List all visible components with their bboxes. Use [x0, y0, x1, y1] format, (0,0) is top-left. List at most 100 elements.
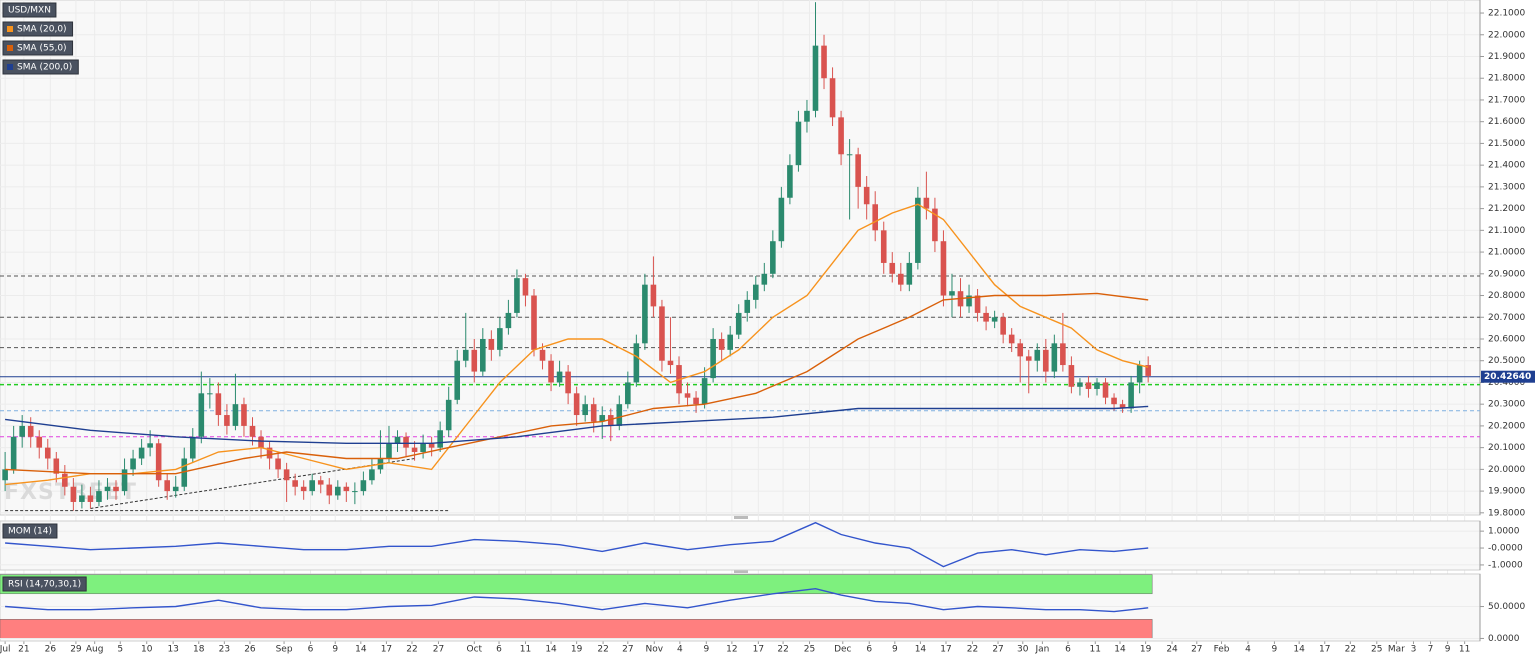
candle-body — [155, 443, 162, 481]
y-tick-label: 20.6000 — [1488, 334, 1525, 344]
x-tick-label: 22 — [597, 645, 608, 655]
x-tick-label: 19 — [1140, 645, 1152, 655]
x-tick-label: 24 — [1166, 645, 1178, 655]
x-tick-label: 13 — [167, 645, 178, 655]
candle-body — [53, 458, 60, 474]
candle-body — [232, 404, 239, 426]
legend-box — [2, 40, 74, 56]
x-tick-label: Mar — [1388, 645, 1405, 655]
x-tick-label: Jan — [1034, 645, 1049, 655]
candle-body — [778, 197, 785, 242]
series-line — [5, 405, 1149, 444]
y-tick-label: -0.0000 — [1488, 544, 1523, 554]
legend-label: USD/MXN — [8, 6, 51, 16]
x-tick-label: 17 — [381, 645, 392, 655]
legend-swatch — [7, 26, 13, 32]
x-tick-label: 12 — [726, 645, 737, 655]
candle-body — [1077, 382, 1083, 387]
legend-box — [2, 21, 74, 37]
candle-body — [812, 45, 819, 111]
candle-body — [1145, 365, 1151, 376]
candle-body — [1128, 382, 1134, 409]
candle-body — [727, 334, 733, 350]
candle-body — [966, 295, 972, 307]
y-tick-label: 21.8000 — [1488, 74, 1525, 84]
y-tick-label: 21.9000 — [1488, 52, 1525, 62]
candle-body — [1000, 317, 1006, 335]
x-tick-label: Nov — [645, 645, 663, 655]
candle-body — [445, 399, 452, 431]
candle-body — [369, 469, 375, 481]
x-tick-label: 19 — [571, 645, 583, 655]
candle-body — [2, 469, 8, 481]
x-tick-label: 14 — [545, 645, 557, 655]
legend-label: SMA (20,0) — [17, 25, 67, 35]
y-tick-label: 20.4000 — [1488, 378, 1525, 388]
candle-body — [70, 486, 77, 502]
candle-body — [1034, 349, 1041, 361]
y-tick-label: 1.0000 — [1488, 527, 1520, 537]
last-price-label: 20.42640 — [1484, 372, 1531, 382]
x-tick-label: Jul — [0, 645, 11, 655]
candle-body — [650, 284, 657, 307]
candle-body — [1043, 349, 1049, 372]
candle-body — [224, 415, 230, 426]
y-tick-label: 21.0000 — [1488, 248, 1525, 258]
candle-body — [1094, 382, 1100, 389]
x-tick-label: 3 — [1411, 645, 1417, 655]
candle-body — [565, 371, 571, 394]
y-tick-label: 20.1000 — [1488, 443, 1525, 453]
legend-label: MOM (14) — [8, 527, 52, 537]
x-tick-label: 18 — [193, 645, 205, 655]
candle-body — [590, 404, 597, 422]
candle-body — [1111, 397, 1117, 405]
panel-background — [0, 520, 1481, 571]
candle-body — [258, 436, 264, 448]
x-tick-label: 26 — [244, 645, 256, 655]
candle-body — [27, 425, 34, 437]
legend-label: SMA (200,0) — [17, 63, 72, 73]
x-tick-label: 9 — [1272, 645, 1278, 655]
candle-body — [497, 328, 503, 350]
x-tick-label: 9 — [703, 645, 709, 655]
candle-body — [471, 349, 478, 372]
y-tick-label: 20.3000 — [1488, 400, 1525, 410]
candle-body — [181, 458, 188, 487]
x-tick-label: 9 — [332, 645, 338, 655]
x-tick-label: 22 — [1345, 645, 1356, 655]
y-tick-label: 21.7000 — [1488, 95, 1525, 105]
candle-body — [1008, 334, 1015, 344]
candle-body — [394, 436, 401, 444]
candle-body — [829, 78, 836, 118]
x-tick-label: 11 — [520, 645, 531, 655]
candle-body — [693, 397, 699, 405]
candle-body — [360, 480, 367, 492]
x-tick-label: Dec — [834, 645, 851, 655]
y-tick-label: 19.8000 — [1488, 508, 1525, 518]
x-tick-label: 29 — [70, 645, 82, 655]
candle-body — [915, 197, 921, 263]
candle-body — [684, 393, 691, 398]
legend-label: SMA (55,0) — [17, 44, 67, 54]
candle-body — [923, 197, 930, 209]
candle-body — [428, 443, 435, 448]
y-tick-label: 21.4000 — [1488, 161, 1525, 171]
candle-body — [804, 110, 810, 122]
candle-body — [863, 186, 870, 205]
candle-body — [292, 480, 298, 487]
x-tick-label: Sep — [276, 645, 293, 655]
candle-body — [505, 312, 512, 329]
candle-body — [897, 273, 904, 285]
candle-body — [1051, 343, 1058, 372]
candle-body — [667, 360, 674, 366]
candle-body — [19, 425, 25, 437]
x-tick-label: 9 — [1445, 645, 1451, 655]
candle-body — [1136, 365, 1143, 383]
x-tick-label: 14 — [355, 645, 367, 655]
candle-body — [1102, 382, 1109, 398]
candle-body — [198, 393, 205, 437]
candle-body — [906, 262, 913, 285]
panel-handle — [734, 516, 748, 519]
candle-body — [880, 230, 887, 263]
candle-body — [104, 486, 111, 492]
